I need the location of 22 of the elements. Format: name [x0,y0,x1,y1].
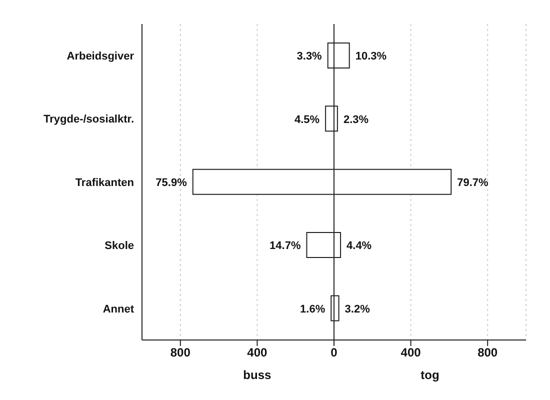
annotation: 75.9% [156,177,188,189]
x-tick-label: 400 [400,346,422,360]
annotation: 10.3% [355,50,387,63]
text: buss [242,368,272,382]
y-tick-label: Skole [104,240,134,252]
x-tick-label: 400 [247,346,268,360]
y-tick-label: Arbeidsgiver [66,50,135,63]
y-tick-label: Trafikanten [75,176,134,189]
x-tick-label: 800 [170,346,191,360]
annotation: 3.3% [296,50,322,63]
annotation: 2.3% [343,114,369,126]
x-tick-label: 0 [330,346,338,360]
y-tick-label: Annet [102,303,134,316]
y-tick-label: Trygde-/sosialktr. [44,114,134,126]
text: tog [420,368,440,382]
x-tick-label: 800 [478,346,498,360]
annotation: 79.7% [457,177,489,189]
annotation: 1.6% [300,303,326,316]
annotation: 4.4% [346,240,372,252]
annotation: 4.5% [294,114,320,126]
annotation: 14.7% [270,240,301,252]
annotation: 3.2% [344,303,370,316]
